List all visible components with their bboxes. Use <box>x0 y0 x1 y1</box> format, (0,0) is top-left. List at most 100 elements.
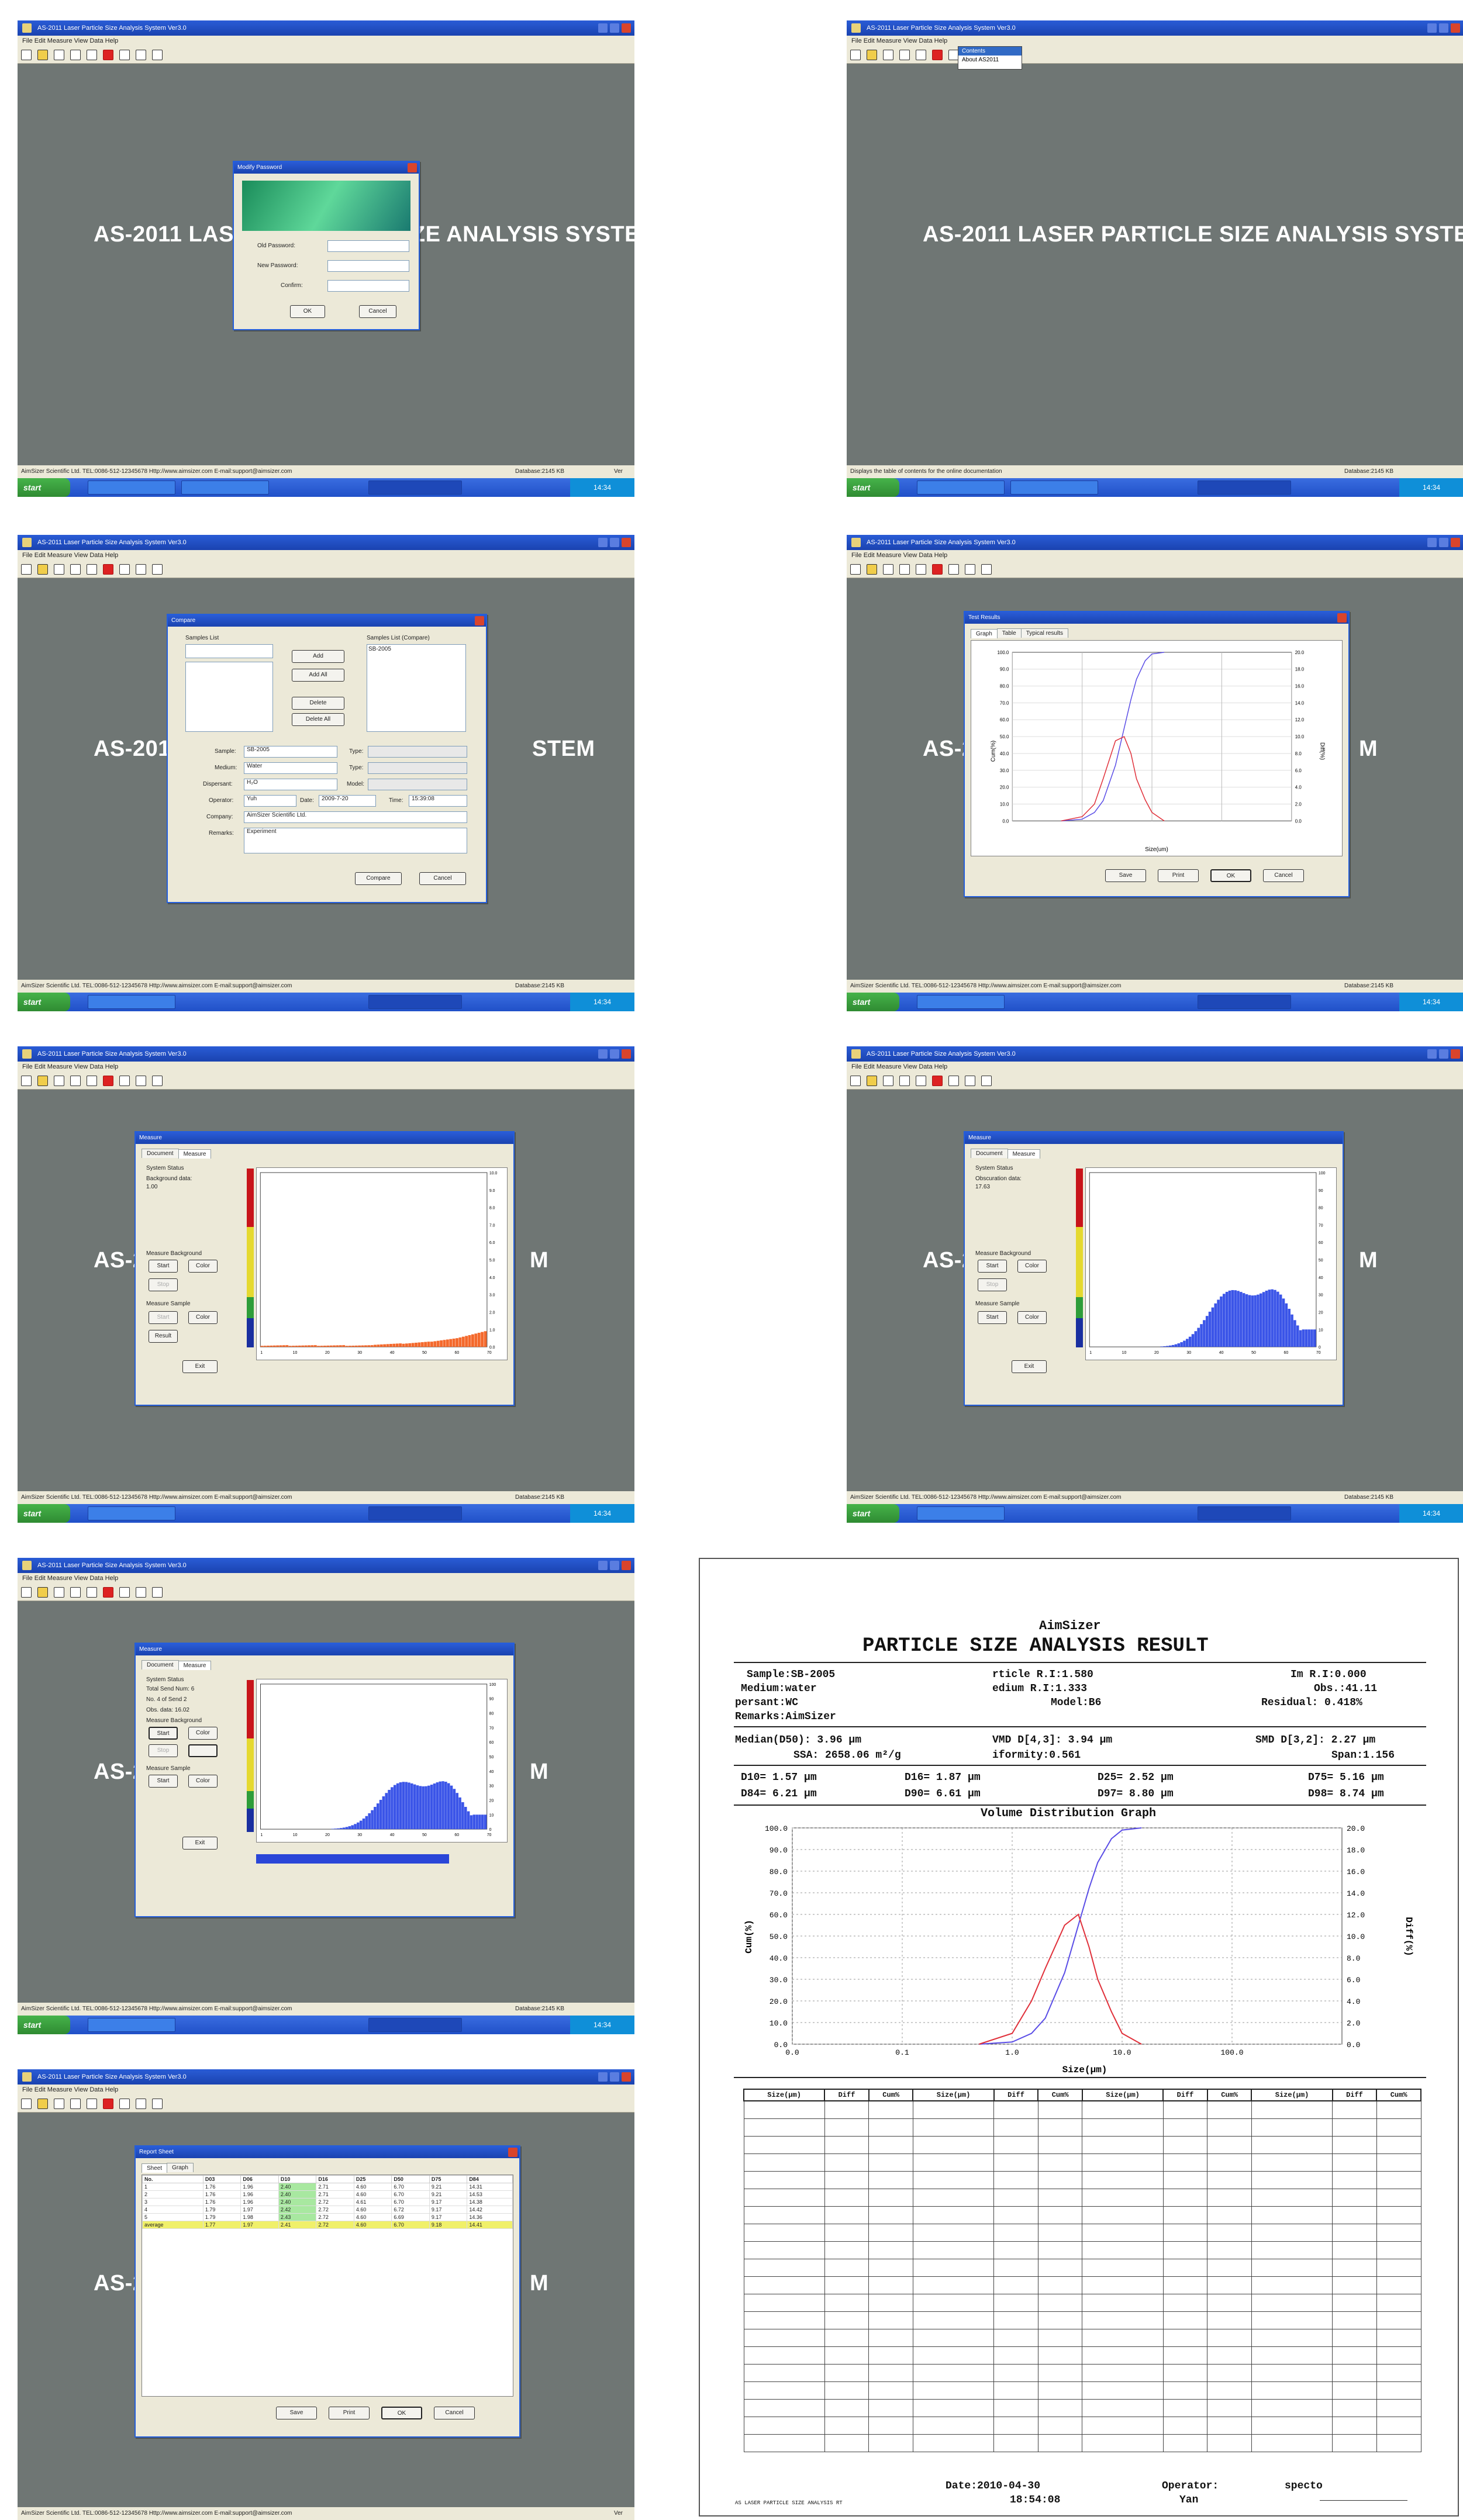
delete-icon[interactable] <box>103 564 113 575</box>
time-field[interactable]: 15:39:08 <box>409 795 467 807</box>
taskbar-item[interactable] <box>1010 481 1098 495</box>
compare-list-item[interactable]: SB-2005 <box>368 646 391 652</box>
tab-graph[interactable]: Graph <box>167 2163 194 2172</box>
menu-bar[interactable]: File Edit Measure View Data Help <box>847 1062 1463 1072</box>
result-button[interactable]: Result <box>149 1330 178 1343</box>
delete-icon[interactable] <box>103 1076 113 1086</box>
sheet-average-row[interactable]: average 1.77 1.97 2.41 2.72 4.60 6.70 9.18 14.41 <box>142 2221 513 2229</box>
minimize-button[interactable] <box>1427 1049 1437 1059</box>
sheet-row[interactable]: 5 1.79 1.98 2.43 2.72 4.60 6.69 9.17 14.36 <box>142 2213 513 2221</box>
tab-document[interactable]: Document <box>971 1149 1008 1158</box>
help-icon[interactable] <box>152 1076 163 1086</box>
ok-button[interactable]: OK <box>1210 869 1251 882</box>
save-button[interactable]: Save <box>1105 869 1146 882</box>
samples-filter[interactable] <box>185 644 273 658</box>
start-button[interactable]: start <box>18 478 70 497</box>
start-button[interactable]: start <box>18 2016 70 2034</box>
measure-icon[interactable] <box>87 1076 97 1086</box>
print-icon[interactable] <box>54 50 64 60</box>
start-button[interactable]: start <box>847 1504 899 1523</box>
print-icon[interactable] <box>883 564 893 575</box>
print-button[interactable]: Print <box>1158 869 1199 882</box>
new-icon[interactable] <box>850 50 861 60</box>
tab-table[interactable]: Table <box>996 628 1022 638</box>
taskbar-item[interactable] <box>88 2018 175 2032</box>
bg-stop-button[interactable]: Stop <box>149 1278 178 1291</box>
tab-measure[interactable]: Measure <box>1007 1149 1041 1159</box>
new-icon[interactable] <box>21 1076 32 1086</box>
delete-button[interactable]: Delete <box>292 697 344 710</box>
compare-icon[interactable] <box>965 1076 975 1086</box>
minimize-button[interactable] <box>598 538 608 547</box>
dialog-close-button[interactable] <box>508 2148 517 2157</box>
taskbar-item-active[interactable] <box>1198 1506 1291 1520</box>
minimize-button[interactable] <box>1427 23 1437 33</box>
sheet-row[interactable]: 3 1.76 1.96 2.40 2.72 4.61 6.70 9.17 14.38 <box>142 2198 513 2206</box>
exit-button[interactable]: Exit <box>1012 1360 1047 1373</box>
sample-start-button[interactable]: Start <box>149 1311 178 1324</box>
minimize-button[interactable] <box>598 23 608 33</box>
compare-list[interactable]: SB-2005 <box>367 644 466 732</box>
start-button[interactable]: start <box>18 1504 70 1523</box>
open-icon[interactable] <box>37 1587 48 1598</box>
taskbar-item-active[interactable] <box>368 2018 462 2032</box>
taskbar-item[interactable] <box>917 995 1005 1009</box>
help-icon[interactable] <box>981 564 992 575</box>
dialog-close-button[interactable] <box>408 163 417 172</box>
delete-icon[interactable] <box>932 50 943 60</box>
sample-color-button[interactable]: Color <box>1017 1311 1047 1324</box>
close-button[interactable] <box>1451 23 1460 33</box>
open-icon[interactable] <box>37 50 48 60</box>
tab-measure[interactable]: Measure <box>178 1661 212 1670</box>
samples-list[interactable] <box>185 662 273 732</box>
measure-icon[interactable] <box>916 564 926 575</box>
delete-icon[interactable] <box>932 564 943 575</box>
dialog-close-button[interactable] <box>1337 613 1347 623</box>
menu-item-contents[interactable]: Contents <box>958 47 1022 56</box>
close-button[interactable] <box>1451 538 1460 547</box>
tab-document[interactable]: Document <box>142 1149 179 1158</box>
bg-color-button[interactable]: Color <box>1017 1260 1047 1273</box>
cancel-button[interactable]: Cancel <box>419 872 466 885</box>
maximize-button[interactable] <box>610 23 619 33</box>
maximize-button[interactable] <box>1439 23 1448 33</box>
minimize-button[interactable] <box>598 2072 608 2082</box>
minimize-button[interactable] <box>598 1561 608 1570</box>
print-icon[interactable] <box>54 2099 64 2109</box>
chart-icon[interactable] <box>119 564 130 575</box>
ok-button[interactable]: OK <box>381 2407 422 2419</box>
help-icon[interactable] <box>152 564 163 575</box>
taskbar-item[interactable] <box>88 1506 175 1520</box>
measure-icon[interactable] <box>87 2099 97 2109</box>
maximize-button[interactable] <box>610 538 619 547</box>
menu-bar[interactable]: File Edit Measure View Data Help <box>18 1573 634 1584</box>
exit-button[interactable]: Exit <box>182 1360 218 1373</box>
minimize-button[interactable] <box>1427 538 1437 547</box>
chart-icon[interactable] <box>948 564 959 575</box>
exit-button[interactable]: Exit <box>182 1837 218 1850</box>
chart-icon[interactable] <box>948 1076 959 1086</box>
save-icon[interactable] <box>70 50 81 60</box>
cancel-button[interactable]: Cancel <box>434 2407 475 2419</box>
open-icon[interactable] <box>37 564 48 575</box>
open-icon[interactable] <box>37 1076 48 1086</box>
taskbar-item-active[interactable] <box>1198 995 1291 1009</box>
taskbar-item[interactable] <box>181 481 269 495</box>
new-icon[interactable] <box>850 1076 861 1086</box>
measure-icon[interactable] <box>87 50 97 60</box>
delete-icon[interactable] <box>103 2099 113 2109</box>
tab-typical[interactable]: Typical results <box>1020 628 1069 638</box>
start-button[interactable]: start <box>847 478 899 497</box>
bg-extra-button[interactable] <box>188 1744 218 1757</box>
print-icon[interactable] <box>54 1587 64 1598</box>
new-icon[interactable] <box>21 50 32 60</box>
open-icon[interactable] <box>37 2099 48 2109</box>
maximize-button[interactable] <box>610 2072 619 2082</box>
menu-bar[interactable]: File Edit Measure View Data Help <box>18 1062 634 1072</box>
compare-button[interactable]: Compare <box>355 872 402 885</box>
open-icon[interactable] <box>867 1076 877 1086</box>
chart-icon[interactable] <box>119 1587 130 1598</box>
compare-icon[interactable] <box>136 564 146 575</box>
dispersant-field[interactable]: H₂O <box>244 779 337 790</box>
save-icon[interactable] <box>899 50 910 60</box>
